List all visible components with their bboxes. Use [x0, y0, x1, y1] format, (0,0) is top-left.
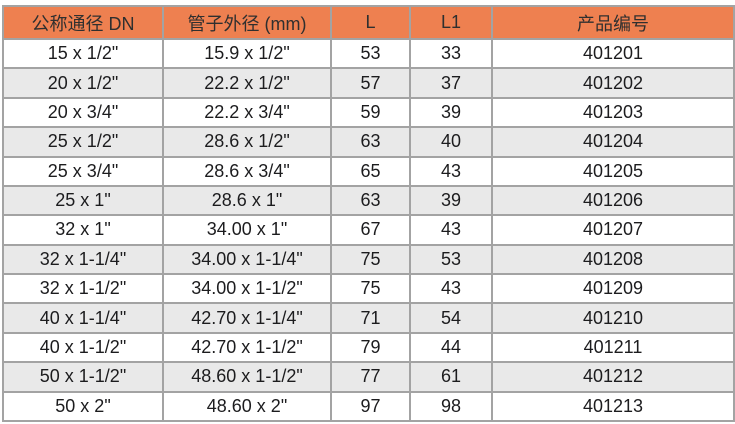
table-cell: 50 x 2": [2, 390, 164, 422]
table-cell: 25 x 1/2": [2, 126, 164, 158]
table-cell: 32 x 1": [2, 214, 164, 246]
table-cell: 401210: [491, 302, 735, 334]
table-cell: 75: [330, 272, 411, 305]
table-cell: 40: [409, 126, 493, 158]
table-cell: 48.60 x 1-1/2": [162, 361, 332, 393]
table-cell: 63: [330, 126, 411, 158]
table-cell: 401212: [491, 361, 735, 393]
table-row: 32 x 1" 34.00 x 1" 67 43 401207: [2, 214, 735, 246]
table-cell: 401204: [491, 126, 735, 158]
table-cell: 32 x 1-1/2": [2, 272, 164, 305]
table-cell: 40 x 1-1/4": [2, 302, 164, 334]
table-cell: 20 x 1/2": [2, 67, 164, 99]
table-cell: 77: [330, 361, 411, 393]
table-row: 32 x 1-1/4" 34.00 x 1-1/4" 75 53 401208: [2, 243, 735, 276]
table-cell: 43: [409, 214, 493, 246]
table-cell: 401209: [491, 272, 735, 305]
table-cell: 34.00 x 1-1/4": [162, 243, 332, 276]
table-cell: 401206: [491, 184, 735, 217]
table-row: 15 x 1/2" 15.9 x 1/2" 53 33 401201: [2, 37, 735, 70]
table-row: 50 x 1-1/2" 48.60 x 1-1/2" 77 61 401212: [2, 361, 735, 393]
table-body: 15 x 1/2" 15.9 x 1/2" 53 33 401201 20 x 1/2" 2…: [2, 37, 735, 422]
table-cell: 32 x 1-1/4": [2, 243, 164, 276]
table-cell: 97: [330, 390, 411, 422]
table-cell: 53: [330, 37, 411, 70]
table-cell: 28.6 x 1/2": [162, 126, 332, 158]
table-row: 20 x 3/4" 22.2 x 3/4" 59 39 401203: [2, 96, 735, 129]
product-spec-table-container: 公称通径 DN 管子外径 (mm) L L1 产品编号 15 x 1/2" 15.…: [2, 5, 735, 422]
table-cell: 25 x 3/4": [2, 155, 164, 187]
table-cell: 54: [409, 302, 493, 334]
table-row: 32 x 1-1/2" 34.00 x 1-1/2" 75 43 401209: [2, 272, 735, 305]
table-cell: 57: [330, 67, 411, 99]
table-cell: 401203: [491, 96, 735, 129]
table-cell: 39: [409, 96, 493, 129]
product-spec-table: 公称通径 DN 管子外径 (mm) L L1 产品编号 15 x 1/2" 15.…: [2, 5, 735, 422]
table-cell: 67: [330, 214, 411, 246]
table-cell: 63: [330, 184, 411, 217]
table-cell: 79: [330, 331, 411, 364]
table-cell: 42.70 x 1-1/2": [162, 331, 332, 364]
table-cell: 28.6 x 3/4": [162, 155, 332, 187]
table-row: 20 x 1/2" 22.2 x 1/2" 57 37 401202: [2, 67, 735, 99]
table-cell: 40 x 1-1/2": [2, 331, 164, 364]
table-cell: 401202: [491, 67, 735, 99]
table-cell: 20 x 3/4": [2, 96, 164, 129]
table-cell: 401205: [491, 155, 735, 187]
table-cell: 48.60 x 2": [162, 390, 332, 422]
table-cell: 401207: [491, 214, 735, 246]
table-cell: 43: [409, 155, 493, 187]
table-cell: 22.2 x 3/4": [162, 96, 332, 129]
column-header-l1: L1: [409, 5, 493, 40]
table-row: 25 x 1" 28.6 x 1" 63 39 401206: [2, 184, 735, 217]
table-cell: 50 x 1-1/2": [2, 361, 164, 393]
table-cell: 61: [409, 361, 493, 393]
table-cell: 34.00 x 1-1/2": [162, 272, 332, 305]
table-cell: 15.9 x 1/2": [162, 37, 332, 70]
table-cell: 28.6 x 1": [162, 184, 332, 217]
table-cell: 65: [330, 155, 411, 187]
column-header-code: 产品编号: [491, 5, 735, 40]
table-cell: 71: [330, 302, 411, 334]
table-cell: 42.70 x 1-1/4": [162, 302, 332, 334]
table-cell: 39: [409, 184, 493, 217]
column-header-dn: 公称通径 DN: [2, 5, 164, 40]
column-header-od: 管子外径 (mm): [162, 5, 332, 40]
table-row: 50 x 2" 48.60 x 2" 97 98 401213: [2, 390, 735, 422]
table-cell: 401211: [491, 331, 735, 364]
table-row: 25 x 1/2" 28.6 x 1/2" 63 40 401204: [2, 126, 735, 158]
table-cell: 44: [409, 331, 493, 364]
table-header-row: 公称通径 DN 管子外径 (mm) L L1 产品编号: [2, 5, 735, 40]
table-header: 公称通径 DN 管子外径 (mm) L L1 产品编号: [2, 5, 735, 40]
column-header-l: L: [330, 5, 411, 40]
table-cell: 401201: [491, 37, 735, 70]
table-cell: 25 x 1": [2, 184, 164, 217]
table-cell: 15 x 1/2": [2, 37, 164, 70]
table-cell: 401213: [491, 390, 735, 422]
table-cell: 37: [409, 67, 493, 99]
table-row: 40 x 1-1/4" 42.70 x 1-1/4" 71 54 401210: [2, 302, 735, 334]
table-cell: 98: [409, 390, 493, 422]
table-cell: 53: [409, 243, 493, 276]
table-cell: 75: [330, 243, 411, 276]
table-cell: 401208: [491, 243, 735, 276]
table-cell: 34.00 x 1": [162, 214, 332, 246]
table-cell: 22.2 x 1/2": [162, 67, 332, 99]
table-cell: 59: [330, 96, 411, 129]
table-cell: 43: [409, 272, 493, 305]
table-row: 40 x 1-1/2" 42.70 x 1-1/2" 79 44 401211: [2, 331, 735, 364]
table-cell: 33: [409, 37, 493, 70]
table-row: 25 x 3/4" 28.6 x 3/4" 65 43 401205: [2, 155, 735, 187]
